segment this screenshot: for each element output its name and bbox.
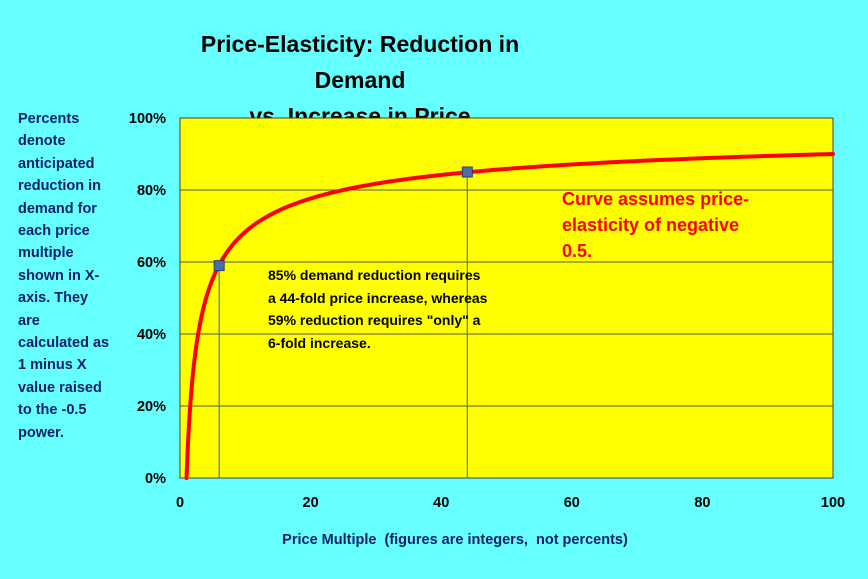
drop-lines [218,172,468,478]
highlight-marker [461,166,473,178]
x-tick-label: 60 [564,495,580,511]
y-tick-label: 40% [137,327,166,343]
x-tick-label: 100 [821,495,845,511]
grid-lines [180,189,833,407]
x-tick-label: 0 [176,495,184,511]
chart-title-line-1: Price-Elasticity: Reduction in Demand [200,31,520,93]
series-line [184,152,835,480]
x-tick-label: 40 [433,495,449,511]
y-tick-label: 0% [145,471,166,487]
x-tick-label: 80 [694,495,710,511]
callout-annotation: 85% demand reduction requires a 44-fold … [268,267,488,351]
x-tick-label: 20 [303,495,319,511]
highlight-markers [213,166,473,272]
y-tick-label: 100% [129,111,166,127]
side-note: Percents denote anticipated reduction in… [18,111,110,441]
plot-area [179,117,834,479]
tick-labels: 0% 20% 40% 60% 80% 100% 0 20 40 60 80 100 [129,111,845,511]
assumption-annotation: Curve assumes price-elasticity of negati… [562,189,750,261]
highlight-marker [213,260,225,272]
y-tick-label: 20% [137,399,166,415]
chart-title: Price-Elasticity: Reduction in Demand vs… [155,26,565,134]
x-axis-label: Price Multiple (figures are integers, no… [282,532,628,548]
y-tick-label: 60% [137,255,166,271]
y-tick-label: 80% [137,183,166,199]
